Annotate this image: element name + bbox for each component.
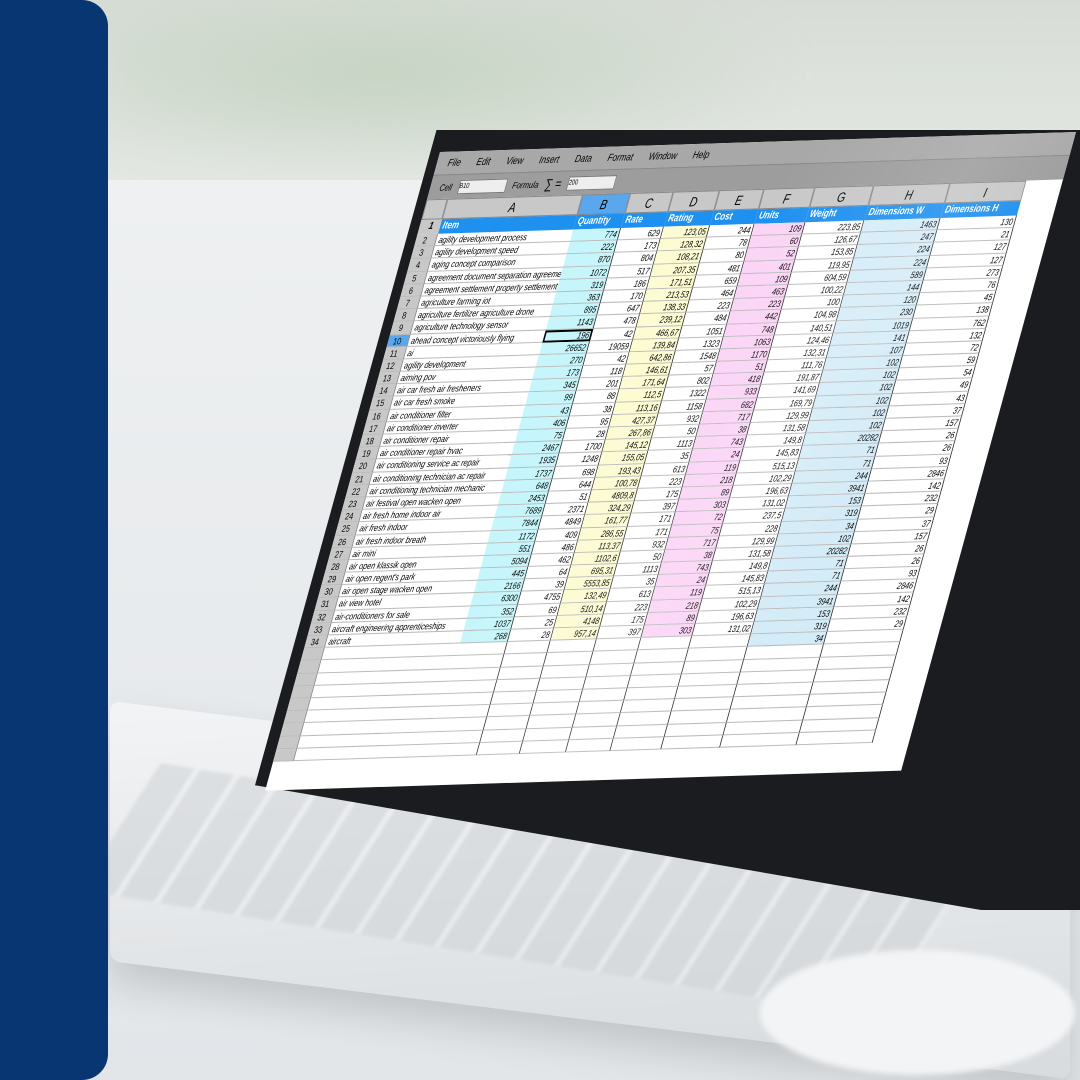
menu-item-view[interactable]: View bbox=[504, 155, 525, 168]
mouse bbox=[760, 950, 1075, 1075]
column-header-c[interactable]: C bbox=[624, 191, 674, 214]
column-header-b[interactable]: B bbox=[577, 192, 631, 216]
column-header-d[interactable]: D bbox=[667, 190, 720, 213]
brand-side-panel bbox=[0, 0, 108, 1080]
cell-dim-h[interactable] bbox=[796, 730, 876, 746]
header-cell[interactable]: Rate bbox=[620, 212, 668, 228]
cell-label: Cell bbox=[438, 181, 454, 193]
cell-cost[interactable] bbox=[565, 738, 614, 753]
formula-label: Formula bbox=[511, 178, 541, 191]
cell-rate[interactable] bbox=[476, 741, 523, 756]
menu-item-insert[interactable]: Insert bbox=[537, 154, 561, 167]
sum-icon[interactable]: ∑ = bbox=[543, 175, 564, 192]
menu-item-format[interactable]: Format bbox=[606, 152, 635, 165]
column-header-g[interactable]: G bbox=[809, 185, 874, 208]
cell-dim-w[interactable] bbox=[719, 732, 800, 748]
formula-input[interactable] bbox=[565, 174, 618, 191]
header-cell[interactable]: Rating bbox=[663, 210, 714, 227]
menu-item-data[interactable]: Data bbox=[573, 153, 594, 166]
cell-units[interactable] bbox=[610, 736, 665, 752]
menu-item-file[interactable]: File bbox=[446, 157, 463, 170]
cell-quantity[interactable] bbox=[428, 742, 481, 757]
menu-item-edit[interactable]: Edit bbox=[475, 156, 492, 169]
header-cell[interactable]: Cost bbox=[710, 209, 759, 226]
column-header-h[interactable]: H bbox=[868, 182, 951, 206]
cell-rating[interactable] bbox=[519, 739, 570, 754]
column-header-i[interactable]: I bbox=[944, 180, 1027, 204]
column-header-f[interactable]: F bbox=[758, 187, 815, 210]
menu-item-window[interactable]: Window bbox=[647, 150, 679, 163]
column-header-e[interactable]: E bbox=[713, 188, 765, 211]
cell-reference-input[interactable] bbox=[456, 177, 509, 194]
menu-item-help[interactable]: Help bbox=[691, 149, 711, 162]
cell-weight[interactable] bbox=[661, 735, 724, 750]
